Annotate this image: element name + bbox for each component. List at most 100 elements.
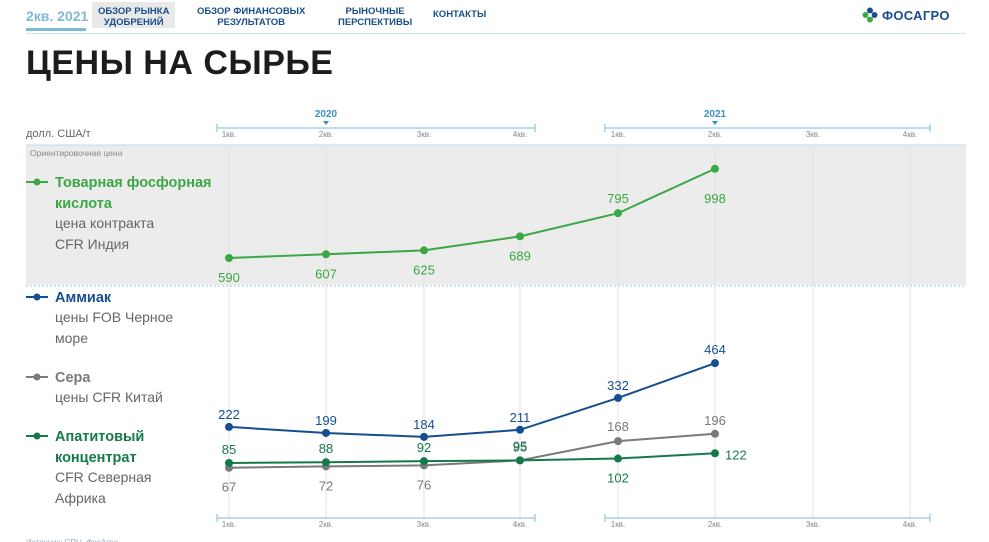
data-label: 72 <box>319 478 333 493</box>
legend-series-description: CFR Северная <box>55 469 152 485</box>
nav-tab-fertilizer-market[interactable]: ОБЗОР РЫНКА УДОБРЕНИЙ <box>92 2 176 28</box>
quarter-tick-label-top: 1кв. <box>222 130 236 139</box>
year-marker-arrow <box>712 121 718 125</box>
legend-series-name: Аммиак <box>55 290 112 306</box>
data-point <box>516 232 524 241</box>
data-label: 590 <box>218 270 240 285</box>
band-note: Ориентировочная цена <box>30 148 123 158</box>
legend-series-description: море <box>55 330 88 346</box>
data-label: 88 <box>319 441 333 456</box>
period-underline <box>26 28 86 31</box>
quarter-tick-label-bottom: 1кв. <box>611 520 625 529</box>
page-title: ЦЕНЫ НА СЫРЬЕ <box>26 44 334 82</box>
nav-tab-label: КОНТАКТЫ <box>433 9 487 20</box>
quarter-tick-label-bottom: 1кв. <box>222 520 236 529</box>
top-navigation: 2кв. 2021 ОБЗОР РЫНКА УДОБРЕНИЙ ОБЗОР ФИ… <box>0 0 989 34</box>
data-label: 998 <box>704 191 726 206</box>
data-label: 625 <box>413 262 435 277</box>
quarter-tick-label-top: 4кв. <box>513 130 527 139</box>
data-point <box>711 164 719 173</box>
data-point <box>516 456 524 465</box>
data-point <box>225 254 233 262</box>
logo-text: ФОСАГРО <box>882 7 950 23</box>
legend-series-description: Африка <box>55 490 106 506</box>
data-point <box>516 425 524 434</box>
data-point <box>420 457 428 466</box>
data-point <box>711 449 719 458</box>
legend-series-description: цена контракта <box>55 215 154 231</box>
data-point <box>225 459 233 467</box>
legend-marker-dot <box>33 373 41 381</box>
nav-tab-contacts[interactable]: КОНТАКТЫ <box>433 9 486 20</box>
series-line-1 <box>228 167 716 259</box>
data-point <box>614 437 622 446</box>
legend-series-name: Апатитовый <box>55 429 144 445</box>
legend-series-description: цены FOB Черное <box>55 309 173 325</box>
legend-series-name: кислота <box>55 196 113 212</box>
data-point <box>711 429 719 438</box>
nav-tab-label: УДОБРЕНИЙ <box>103 17 164 28</box>
legend-marker-dot <box>33 178 41 186</box>
data-point <box>322 458 330 467</box>
quarter-tick-label-bottom: 3кв. <box>417 520 431 529</box>
legend-series-name: Товарная фосфорная <box>55 175 211 191</box>
source-note: Источник: CRU, ФосАгро <box>26 538 119 542</box>
data-point <box>614 209 622 218</box>
phosagro-flower-icon <box>862 7 878 23</box>
quarter-tick-label-top: 4кв. <box>903 130 917 139</box>
data-label: 168 <box>607 419 629 434</box>
data-label: 196 <box>704 413 726 428</box>
nav-tab-label: ПЕРСПЕКТИВЫ <box>338 17 413 28</box>
data-label: 102 <box>607 471 629 486</box>
period-label: 2кв. 2021 <box>26 8 89 24</box>
unit-label: долл. США/т <box>26 128 91 140</box>
data-label: 689 <box>509 248 531 263</box>
data-label: 67 <box>222 480 236 495</box>
data-label: 464 <box>704 342 726 357</box>
data-point <box>614 393 622 402</box>
data-point <box>322 428 330 437</box>
nav-tab-market-outlook[interactable]: РЫНОЧНЫЕ ПЕРСПЕКТИВЫ <box>338 6 412 28</box>
year-marker-arrow <box>323 121 329 125</box>
data-point <box>420 432 428 441</box>
series-line-3 <box>228 432 716 469</box>
estimated-price-band <box>26 145 966 285</box>
nav-tab-financial-results[interactable]: ОБЗОР ФИНАНСОВЫХ РЕЗУЛЬТАТОВ <box>197 6 305 28</box>
quarter-tick-label-bottom: 2кв. <box>319 520 333 529</box>
data-point <box>225 422 233 431</box>
legend-series-description: CFR Индия <box>55 236 129 252</box>
series-line-4 <box>228 452 716 464</box>
nav-tab-label: РЫНОЧНЫЕ <box>345 6 405 17</box>
legend-series-name: Сера <box>55 370 91 386</box>
data-label: 76 <box>417 477 431 492</box>
nav-divider <box>26 33 966 34</box>
data-label: 211 <box>510 410 531 425</box>
data-label: 199 <box>315 413 337 428</box>
quarter-tick-label-bottom: 3кв. <box>806 520 820 529</box>
quarter-tick-label-top: 3кв. <box>417 130 431 139</box>
nav-tab-label: ОБЗОР ФИНАНСОВЫХ <box>197 6 306 17</box>
quarter-tick-label-top: 2кв. <box>319 130 333 139</box>
data-label: 95 <box>513 438 527 453</box>
data-point <box>711 359 719 368</box>
quarter-tick-label-bottom: 4кв. <box>513 520 527 529</box>
nav-tab-label: ОБЗОР РЫНКА <box>98 6 170 17</box>
data-point <box>420 246 428 255</box>
data-point <box>322 250 330 259</box>
data-label: 795 <box>607 191 629 206</box>
quarter-tick-label-top: 3кв. <box>806 130 820 139</box>
data-label: 122 <box>725 447 747 462</box>
data-label: 332 <box>607 378 629 393</box>
data-label: 607 <box>315 266 337 281</box>
company-logo[interactable]: ФОСАГРО <box>862 6 950 24</box>
quarter-tick-label-top: 1кв. <box>611 130 625 139</box>
data-label: 85 <box>222 442 236 457</box>
data-label: 95 <box>513 439 527 454</box>
nav-tab-label: РЕЗУЛЬТАТОВ <box>217 17 286 28</box>
data-point <box>614 454 622 463</box>
legend-marker-dot <box>33 432 41 440</box>
quarter-tick-label-top: 2кв. <box>708 130 722 139</box>
series-line-2 <box>228 362 716 438</box>
legend-series-description: цены CFR Китай <box>55 389 163 405</box>
